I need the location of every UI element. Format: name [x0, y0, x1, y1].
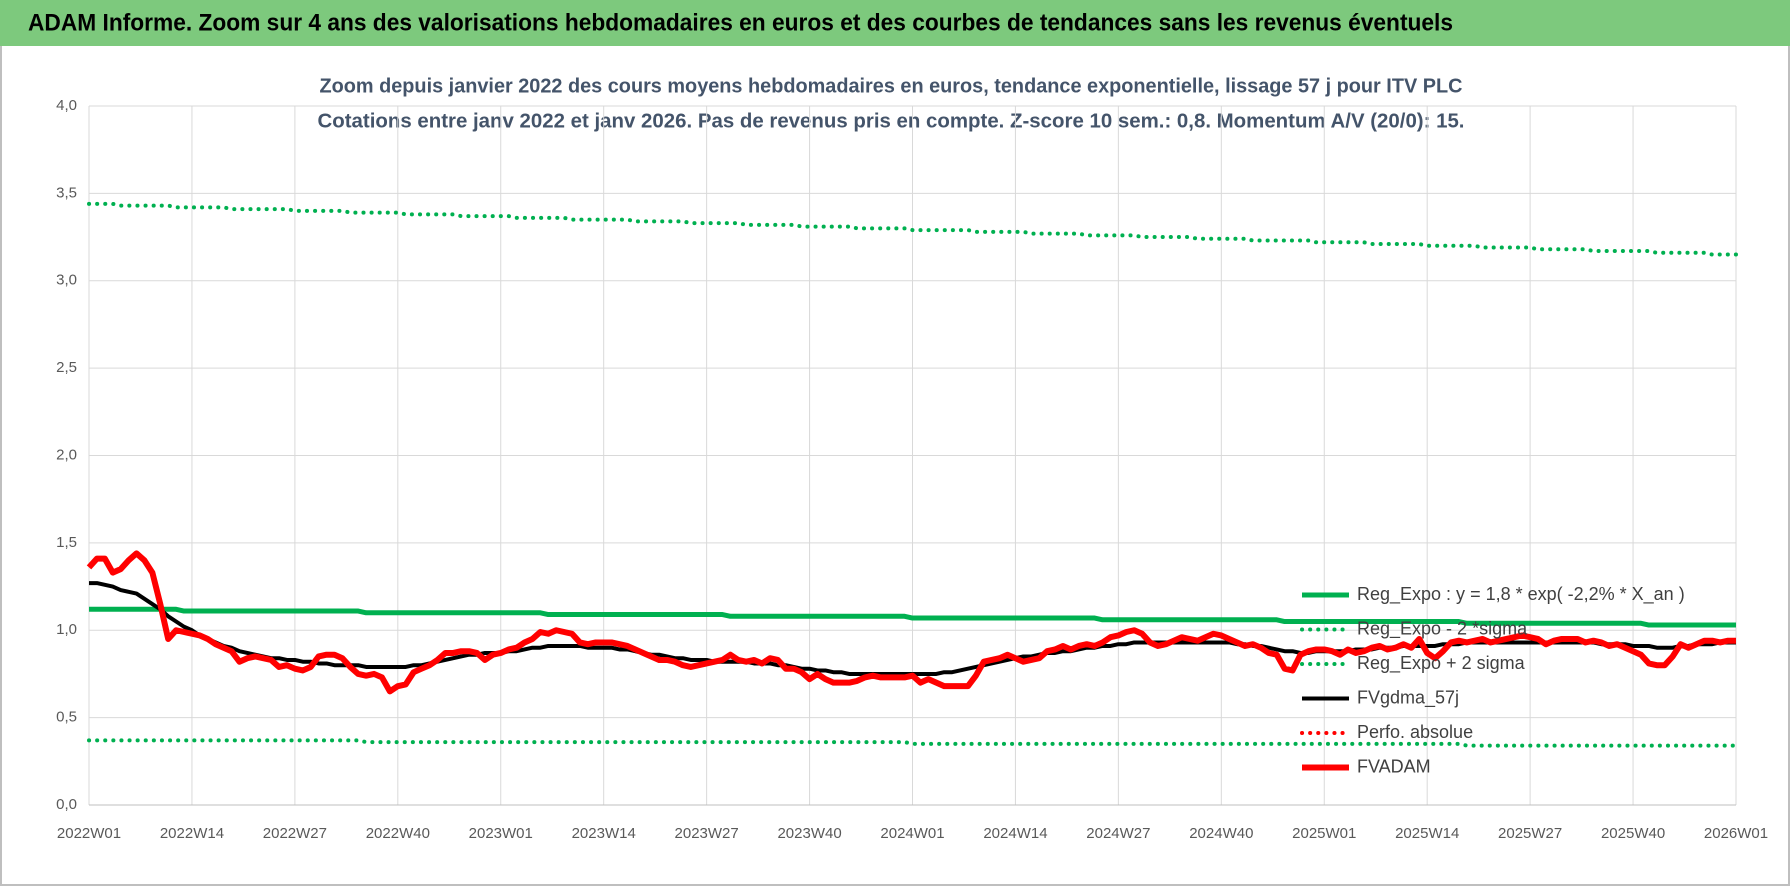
x-tick-label: 2022W27 [263, 825, 327, 842]
legend-label: FVgdma_57j [1357, 687, 1459, 708]
y-tick-label: 2,0 [56, 446, 77, 463]
x-tick-label: 2022W40 [366, 825, 430, 842]
series-line [86, 550, 1736, 695]
x-tick-label: 2023W14 [572, 825, 636, 842]
legend-label: FVADAM [1357, 756, 1431, 776]
x-tick-label: 2024W27 [1086, 825, 1150, 842]
x-tick-label: 2024W01 [880, 825, 944, 842]
chart-subtitle: Cotations entre janv 2022 et janv 2026. … [318, 110, 1465, 132]
series-line [87, 201, 1738, 257]
legend-label: Perfo. absolue [1357, 722, 1473, 742]
x-tick-label: 2025W40 [1601, 825, 1665, 842]
x-tick-label: 2022W01 [57, 825, 121, 842]
plot-lines [86, 201, 1738, 748]
x-tick-label: 2023W40 [777, 825, 841, 842]
series-line [87, 738, 1738, 748]
chart-title: ADAM Informe. Zoom sur 4 ans des valoris… [28, 9, 1453, 36]
y-tick-label: 3,0 [56, 272, 77, 289]
y-tick-label: 4,0 [56, 97, 77, 114]
header-band [0, 0, 1790, 46]
x-tick-label: 2023W01 [469, 825, 533, 842]
x-tick-label: 2026W01 [1704, 825, 1768, 842]
x-tick-label: 2024W14 [983, 825, 1047, 842]
x-tick-label: 2022W14 [160, 825, 224, 842]
y-tick-label: 0,5 [56, 709, 77, 726]
x-tick-label: 2023W27 [675, 825, 739, 842]
y-tick-label: 1,0 [56, 621, 77, 638]
y-tick-label: 0,0 [56, 796, 77, 813]
legend: Reg_Expo : y = 1,8 * exp( -2,2% * X_an )… [1300, 584, 1685, 776]
x-tick-label: 2024W40 [1189, 825, 1253, 842]
y-tick-label: 1,5 [56, 534, 77, 551]
legend-label: Reg_Expo + 2 sigma [1357, 653, 1526, 674]
y-tick-label: 3,5 [56, 184, 77, 201]
chart-subtitle: Zoom depuis janvier 2022 des cours moyen… [320, 75, 1463, 97]
legend-label: Reg_Expo : y = 1,8 * exp( -2,2% * X_an ) [1357, 584, 1685, 605]
y-tick-label: 2,5 [56, 359, 77, 376]
grid: 0,0 0,5 1,0 1,5 2,0 2,5 3,0 3,5 4,0 2022W01 2022W1… [56, 97, 1768, 842]
series-line [89, 606, 1736, 628]
x-tick-label: 2025W27 [1498, 825, 1562, 842]
x-tick-label: 2025W01 [1292, 825, 1356, 842]
legend-label: Reg_Expo - 2 *sigma [1357, 618, 1528, 639]
x-tick-label: 2025W14 [1395, 825, 1459, 842]
